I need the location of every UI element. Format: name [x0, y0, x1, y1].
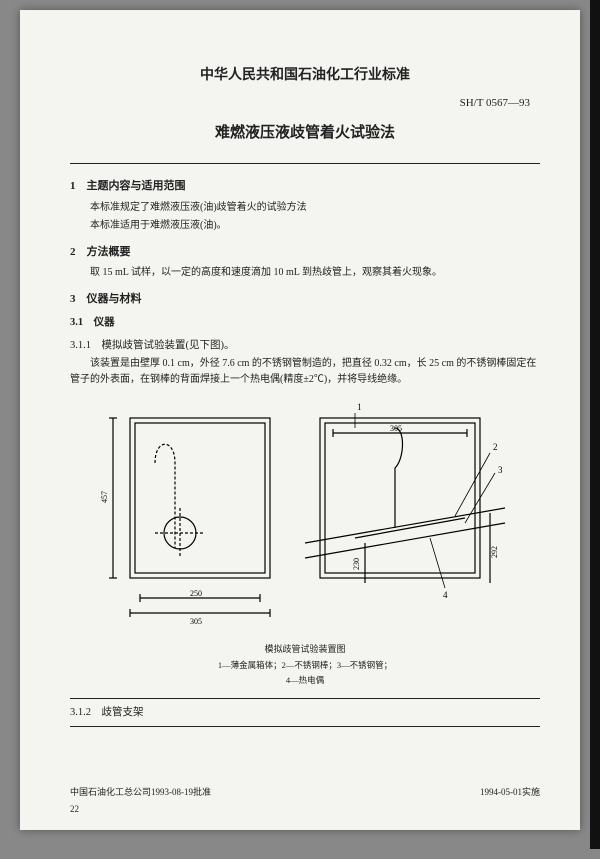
callout-1: 1	[357, 402, 362, 412]
section-1-p2: 本标准适用于难燃液压液(油)。	[70, 218, 540, 234]
section-1-p1: 本标准规定了难燃液压液(油)歧管着火的试验方法	[70, 200, 540, 216]
org-title: 中华人民共和国石油化工行业标准	[70, 65, 540, 87]
page-number: 22	[70, 802, 540, 816]
scan-edge	[590, 0, 600, 849]
dim-h1: 457	[100, 491, 109, 503]
standard-code: SH/T 0567—93	[70, 95, 530, 113]
dim-w1-a: 305	[190, 617, 202, 626]
callout-3: 3	[498, 465, 503, 475]
figure-caption: 模拟歧管试验装置图	[70, 642, 540, 656]
section-3-1-2-head: 3.1.2 歧管支架	[70, 705, 540, 722]
dim-h3: 292	[490, 546, 499, 558]
dim-h2: 230	[352, 558, 361, 570]
section-3-1-head: 3.1 仪器	[70, 315, 540, 332]
footer-right: 1994-05-01实施	[480, 785, 540, 799]
section-rule	[70, 698, 540, 699]
section-2-p1: 取 15 mL 试样，以一定的高度和速度滴加 10 mL 到热歧管上，观察其着火…	[70, 265, 540, 281]
section-3-1-1-head: 3.1.1 模拟歧管试验装置(见下图)。	[70, 338, 540, 355]
callout-4: 4	[443, 590, 448, 600]
dim-w1-b: 305	[390, 424, 402, 433]
section-2-head: 2 方法概要	[70, 244, 540, 262]
document-page: 中华人民共和国石油化工行业标准 SH/T 0567—93 难燃液压液歧管着火试验…	[20, 10, 580, 830]
title-rule	[70, 163, 540, 164]
page-footer: 中国石油化工总公司1993-08-19批准 1994-05-01实施 22	[70, 785, 540, 816]
figure-legend-1: 1—薄金属箱体；2—不锈钢棒；3—不锈钢管；	[70, 659, 540, 673]
doc-title: 难燃液压液歧管着火试验法	[70, 121, 540, 145]
callout-2: 2	[493, 442, 498, 452]
section-3-1-1-p: 该装置是由壁厚 0.1 cm，外径 7.6 cm 的不锈钢管制造的，把直径 0.…	[70, 356, 540, 388]
apparatus-figure: 457 250 305 305 1	[95, 398, 515, 638]
footer-left: 中国石油化工总公司1993-08-19批准	[70, 785, 211, 799]
figure-legend-2: 4—热电偶	[70, 674, 540, 688]
section-3-head: 3 仪器与材料	[70, 291, 540, 309]
dim-w2-a: 250	[190, 589, 202, 598]
footer-rule	[70, 726, 540, 727]
section-1-head: 1 主题内容与适用范围	[70, 178, 540, 196]
